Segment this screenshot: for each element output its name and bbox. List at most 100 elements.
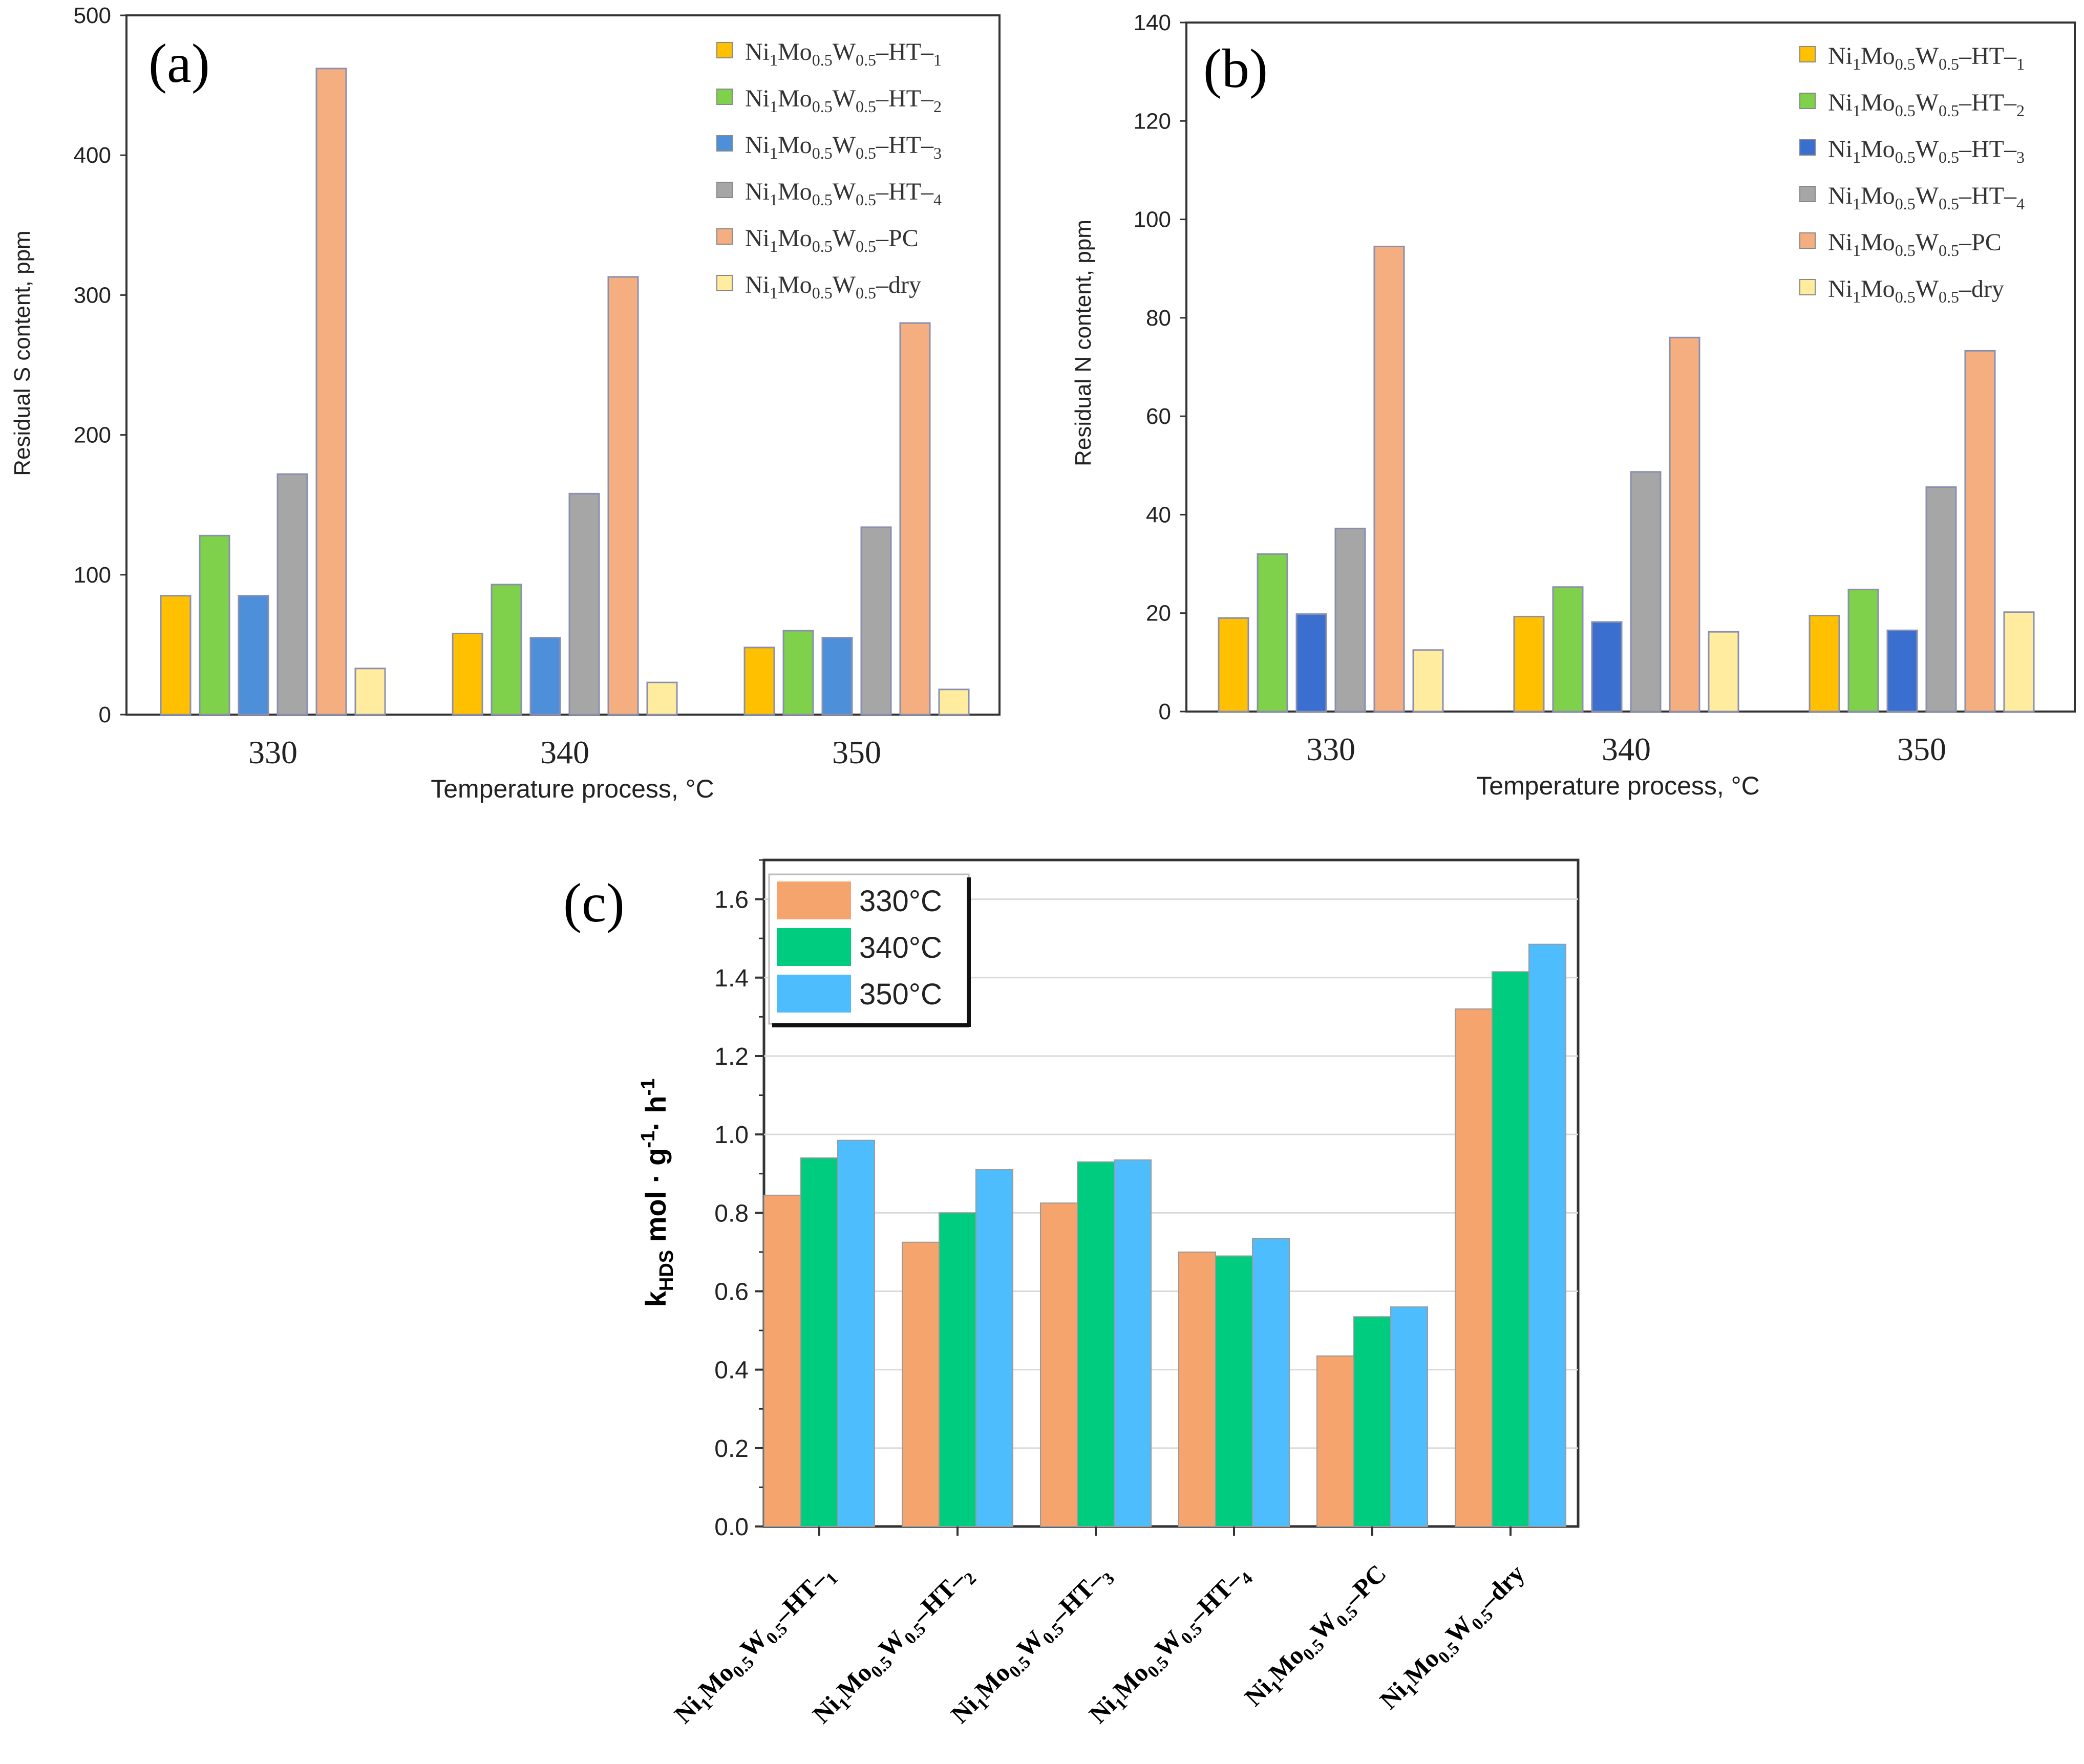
chart-c-bar <box>1455 1008 1493 1527</box>
chart-c-bar <box>763 1194 801 1527</box>
chart-c-bar <box>1390 1306 1428 1528</box>
chart-a-legend-label-part-4: W <box>833 271 856 298</box>
chart-b-bar <box>1412 649 1444 713</box>
chart-c-bar <box>800 1157 838 1527</box>
chart-b-legend-label-part-1: 1 <box>1853 288 1861 306</box>
chart-c-x-tick-label: Ni1Mo0.5W0.5–PC <box>1239 1559 1395 1715</box>
chart-b-legend-label: Ni1Mo0.5W0.5–HT–4 <box>1828 182 2025 213</box>
chart-b-x-axis: 330 340 350 <box>1306 731 1946 767</box>
chart-c-y-axis-label-dot: · h <box>640 1096 672 1131</box>
chart-b-x-axis-label: Temperature process, °C <box>1476 771 1760 800</box>
chart-a-legend-label-part-3: 0.5 <box>812 144 833 162</box>
chart-c-x-tick-label: Ni1Mo0.5W0.5–dry <box>1374 1559 1533 1717</box>
chart-a-legend: Ni1Mo0.5W0.5–HT–1Ni1Mo0.5W0.5–HT–2Ni1Mo0… <box>716 38 942 302</box>
chart-a-y-tick-label: 400 <box>74 143 111 168</box>
chart-a-legend-label-part-1: 1 <box>770 144 778 162</box>
chart-c-y-tick-label: 1.4 <box>714 965 749 992</box>
chart-b-legend-label-part-4: W <box>1916 182 1939 209</box>
chart-a-y-tick-label: 0 <box>99 702 111 727</box>
chart-b-legend-label-part-6: –dry <box>1959 275 2004 303</box>
chart-c-legend-label: 340°C <box>859 931 942 964</box>
chart-b-legend-label-part-7: 4 <box>2016 195 2025 213</box>
chart-b-bars <box>1218 245 2035 713</box>
chart-c-legend: 330°C 340°C 350°C <box>768 873 971 1027</box>
chart-b-legend-label-part-4: W <box>1916 229 1939 256</box>
chart-a-legend-label-part-1: 1 <box>770 284 778 302</box>
chart-c-bar <box>1215 1255 1253 1528</box>
chart-b-panel-label: (b) <box>1203 38 1268 99</box>
chart-b-bar <box>1257 553 1288 713</box>
chart-b-legend-label-part-7: 2 <box>2016 101 2025 120</box>
chart-b-legend-label-part-2: Mo <box>1861 275 1895 303</box>
chart-c-y-axis-label-sub: HDS <box>656 1250 677 1291</box>
chart-c-bar <box>1077 1161 1115 1528</box>
chart-b-bar <box>2003 611 2035 713</box>
chart-a-legend-label-part-6: –HT– <box>876 178 934 205</box>
chart-b-bar <box>1964 350 1996 713</box>
chart-a-legend-swatch <box>716 182 733 198</box>
chart-b-legend-label: Ni1Mo0.5W0.5–PC <box>1828 229 2002 260</box>
chart-b-x-tick-label: 350 <box>1897 731 1946 767</box>
chart-a-x-tick-label: 340 <box>540 734 589 770</box>
chart-b-legend-label-part-1: 1 <box>1853 101 1861 120</box>
chart-b-y-tick-label: 40 <box>1146 502 1171 527</box>
chart-a-bar <box>782 630 814 716</box>
chart-a-legend-label-part-1: 1 <box>770 190 778 209</box>
chart-a-bar <box>238 595 269 716</box>
chart-a-legend-swatch <box>716 135 733 152</box>
chart-b-legend-label-part-3: 0.5 <box>1895 148 1916 166</box>
chart-b-bar <box>1552 586 1584 713</box>
chart-b-legend-label-part-5: 0.5 <box>1939 101 1959 120</box>
chart-b-bar <box>1925 486 1957 713</box>
chart-b-legend-label: Ni1Mo0.5W0.5–dry <box>1828 275 2004 306</box>
chart-a-legend-label-part-1: 1 <box>770 237 778 255</box>
chart-b-legend-label-part-5: 0.5 <box>1939 288 1959 306</box>
chart-a-legend-label-part-4: W <box>833 38 856 66</box>
chart-a-bar <box>529 637 561 716</box>
chart-b-legend-label: Ni1Mo0.5W0.5–HT–2 <box>1828 89 2025 120</box>
chart-c-y-tick-label: 1.0 <box>714 1122 749 1149</box>
chart-b-legend: Ni1Mo0.5W0.5–HT–1Ni1Mo0.5W0.5–HT–2Ni1Mo0… <box>1799 42 2025 306</box>
chart-a-y-tick-label: 100 <box>74 563 111 588</box>
chart-a-legend-label-part-4: W <box>833 85 856 112</box>
chart-a-x-axis-label: Temperature process, °C <box>431 775 714 803</box>
chart-a-legend-label-part-3: 0.5 <box>812 284 833 302</box>
chart-a-legend-label-part-7: 4 <box>933 190 942 209</box>
chart-a-legend-label-part-7: 3 <box>933 144 942 162</box>
chart-a-bar <box>354 668 386 716</box>
chart-c-bar <box>1528 943 1566 1527</box>
chart-c-legend-swatch <box>777 881 851 919</box>
chart-a-legend-label-part-0: Ni <box>745 178 770 205</box>
chart-b-legend-label-part-7: 1 <box>2016 55 2025 73</box>
chart-b-y-tick-label: 140 <box>1134 10 1171 35</box>
chart-b-legend-label-part-5: 0.5 <box>1939 148 1959 166</box>
chart-a-legend-label: Ni1Mo0.5W0.5–HT–3 <box>745 132 942 162</box>
chart-a-legend-label-part-7: 2 <box>933 97 942 116</box>
chart-b-legend-swatch <box>1799 279 1816 295</box>
chart-a-x-tick-label: 350 <box>832 734 881 770</box>
chart-a-legend-label-part-6: –HT– <box>876 85 934 112</box>
chart-a-legend-swatch <box>716 275 733 291</box>
chart-b-legend-label-part-0: Ni <box>1828 275 1853 303</box>
chart-a-legend-label-part-6: –HT– <box>876 132 934 159</box>
chart-a-legend-label-part-1: 1 <box>770 51 778 69</box>
chart-b-legend-label-part-2: Mo <box>1861 136 1895 163</box>
chart-a-y-axis: 0 100 200 300 400 500 <box>74 3 126 727</box>
chart-c-y-axis-label-exp2: -1 <box>637 1079 659 1096</box>
chart-b-legend-swatch <box>1799 186 1816 202</box>
chart-a-bar <box>315 68 347 716</box>
chart-b-bar <box>1513 615 1545 713</box>
chart-a-bar <box>821 637 853 716</box>
chart-c-x-axis: Ni1Mo0.5W0.5–HT–1Ni1Mo0.5W0.5–HT–2Ni1Mo0… <box>669 1526 1533 1729</box>
chart-b-bar <box>1591 621 1623 713</box>
chart-b-bar <box>1669 336 1700 713</box>
chart-a-x-tick-label: 330 <box>248 734 297 770</box>
chart-b-legend-label-part-0: Ni <box>1828 89 1853 116</box>
chart-a-legend-label-part-5: 0.5 <box>856 144 876 162</box>
chart-a-legend-swatch <box>716 228 733 245</box>
chart-a-legend-label-part-1: 1 <box>770 97 778 116</box>
chart-b-legend-label-part-5: 0.5 <box>1939 241 1959 260</box>
chart-a-legend-label-part-3: 0.5 <box>812 237 833 255</box>
chart-c-bar <box>837 1139 875 1528</box>
